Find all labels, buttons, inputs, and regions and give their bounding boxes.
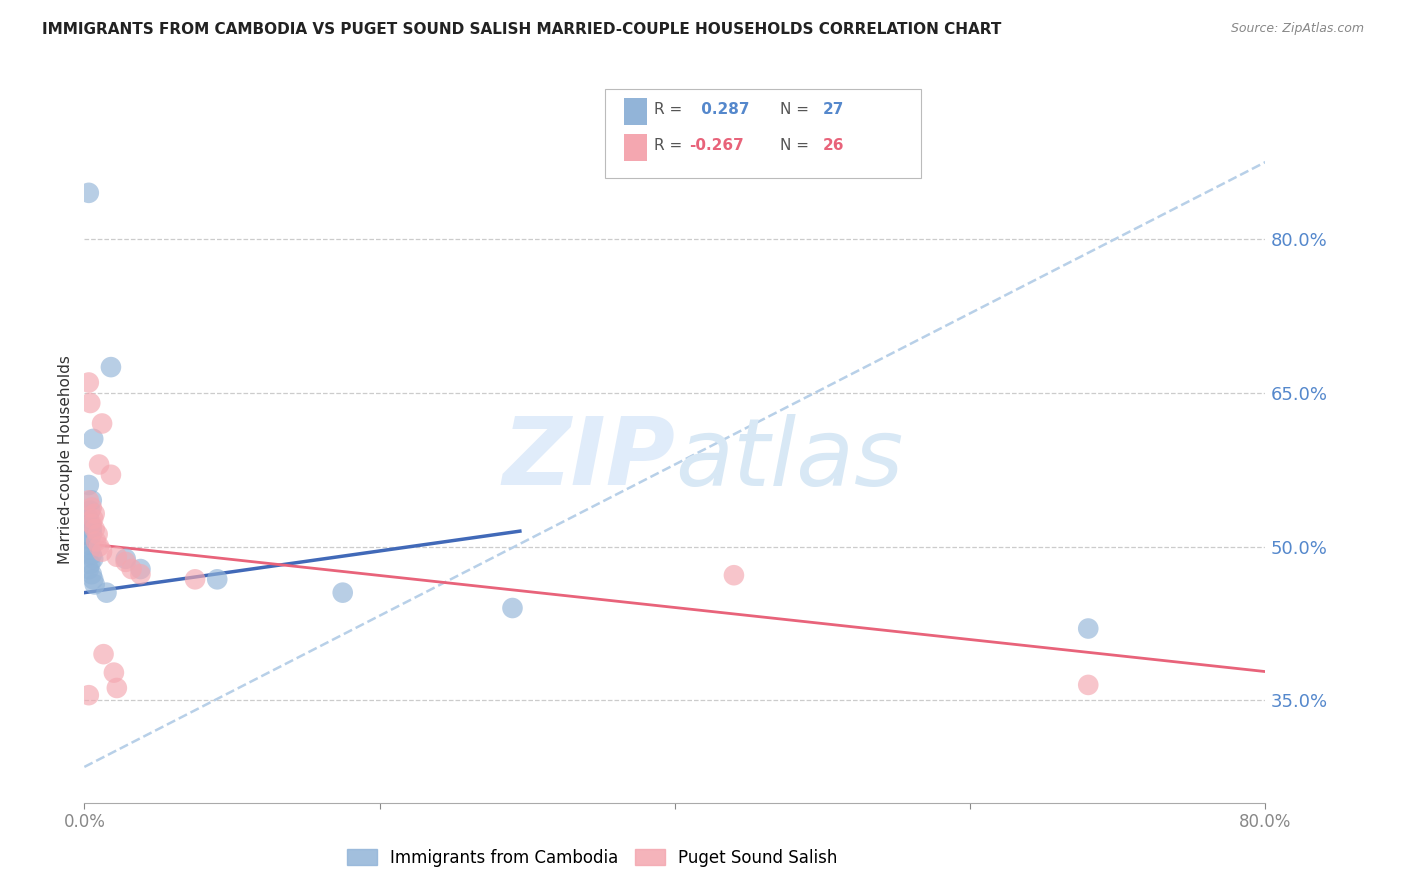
Point <box>79 533 101 547</box>
Text: -0.267: -0.267 <box>689 138 744 153</box>
Text: R =: R = <box>654 138 688 153</box>
Text: IMMIGRANTS FROM CAMBODIA VS PUGET SOUND SALISH MARRIED-COUPLE HOUSEHOLDS CORRELA: IMMIGRANTS FROM CAMBODIA VS PUGET SOUND … <box>42 22 1001 37</box>
Point <box>80 493 103 508</box>
Text: ZIP: ZIP <box>502 413 675 506</box>
Point <box>100 360 122 375</box>
Point <box>82 551 104 566</box>
Point <box>77 537 100 551</box>
Point <box>80 527 103 541</box>
Point <box>79 542 101 557</box>
Point <box>723 568 745 582</box>
Point <box>114 555 136 569</box>
Text: N =: N = <box>780 103 814 117</box>
Point <box>93 647 115 661</box>
Point <box>80 522 103 536</box>
Point <box>129 567 152 582</box>
Point <box>89 540 111 554</box>
Point <box>77 562 100 576</box>
Point <box>91 544 114 558</box>
Legend: Immigrants from Cambodia, Puget Sound Salish: Immigrants from Cambodia, Puget Sound Sa… <box>340 842 845 873</box>
Y-axis label: Married-couple Households: Married-couple Households <box>58 355 73 564</box>
Point <box>91 417 114 431</box>
Point <box>80 516 103 531</box>
Text: Source: ZipAtlas.com: Source: ZipAtlas.com <box>1230 22 1364 36</box>
Point <box>79 396 101 410</box>
Point <box>79 516 101 531</box>
Text: 27: 27 <box>823 103 844 117</box>
Text: N =: N = <box>780 138 814 153</box>
Text: R =: R = <box>654 103 688 117</box>
Point <box>83 522 105 536</box>
Point <box>77 376 100 390</box>
Point <box>86 527 108 541</box>
Point <box>82 512 104 526</box>
Point <box>80 548 103 562</box>
Point <box>121 562 143 576</box>
Point <box>80 567 103 582</box>
Point <box>1077 622 1099 636</box>
Point <box>501 601 523 615</box>
Point <box>100 467 122 482</box>
Point <box>77 186 100 200</box>
Text: 0.287: 0.287 <box>696 103 749 117</box>
Point <box>79 503 101 517</box>
Point <box>84 534 107 549</box>
Point <box>77 478 100 492</box>
Point <box>105 549 128 564</box>
Point <box>77 688 100 702</box>
Point <box>205 572 228 586</box>
Point <box>80 500 103 515</box>
Point <box>129 562 152 576</box>
Point <box>114 551 136 566</box>
Text: atlas: atlas <box>675 414 903 505</box>
Text: 26: 26 <box>823 138 844 153</box>
Point <box>83 577 105 591</box>
Point <box>79 557 101 571</box>
Point <box>332 585 354 599</box>
Point <box>82 572 104 586</box>
Point <box>184 572 207 586</box>
Point <box>77 493 100 508</box>
Point <box>103 665 125 680</box>
Point <box>89 458 111 472</box>
Point <box>105 681 128 695</box>
Point <box>83 507 105 521</box>
Point <box>96 585 118 599</box>
Point <box>77 512 100 526</box>
Point <box>1077 678 1099 692</box>
Point <box>82 432 104 446</box>
